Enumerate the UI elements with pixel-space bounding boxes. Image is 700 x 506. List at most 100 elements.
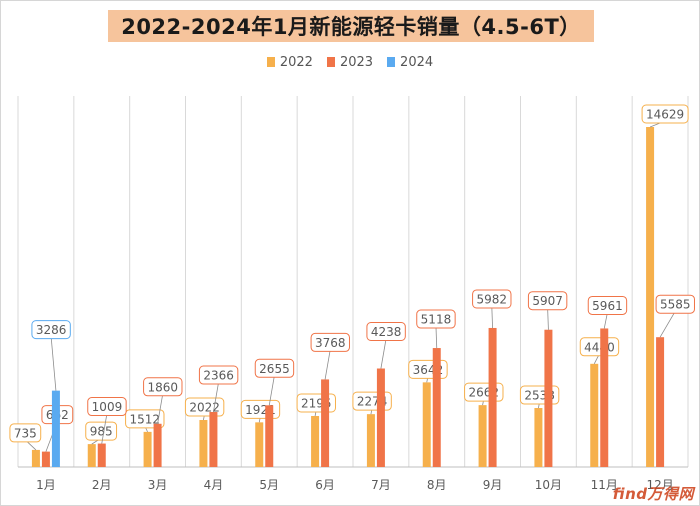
bar-2022-11 — [590, 363, 599, 467]
label-leader — [50, 336, 57, 391]
bar-2023-7 — [376, 368, 385, 467]
data-label-2023-6: 3768 — [315, 336, 346, 350]
chart-legend: 2022 2023 2024 — [0, 52, 700, 72]
data-label-2022-4: 2022 — [189, 401, 220, 415]
label-leader — [157, 393, 164, 424]
legend-item-2022: 2022 — [266, 54, 313, 70]
bar-2022-9 — [478, 405, 487, 467]
data-label-box — [587, 295, 628, 315]
data-label-box — [641, 104, 689, 124]
label-leader — [213, 381, 220, 413]
data-label-2022-2: 985 — [90, 425, 113, 439]
x-tick-label: 9月 — [483, 478, 503, 492]
data-label-box — [143, 377, 183, 397]
bar-2022-2 — [87, 444, 96, 467]
bar-2023-6 — [321, 379, 330, 467]
label-leader — [435, 326, 438, 349]
data-label-box — [579, 337, 620, 357]
bar-2023-2 — [97, 443, 106, 467]
bar-2023-9 — [488, 327, 497, 467]
data-label-box — [655, 294, 695, 314]
data-label-2023-2: 1009 — [92, 400, 123, 414]
legend-swatch-2022 — [266, 57, 275, 67]
data-label-2022-11: 4440 — [584, 340, 615, 354]
bar-2022-4 — [199, 420, 208, 467]
bar-2022-6 — [311, 415, 320, 467]
data-label-box — [416, 309, 456, 329]
bar-2022-10 — [534, 408, 543, 467]
data-label-2023-3: 1860 — [148, 380, 179, 394]
label-leader — [659, 310, 676, 338]
x-tick-label: 5月 — [259, 478, 279, 492]
label-leader — [268, 375, 275, 406]
label-leader — [491, 305, 493, 328]
data-label-2022-1: 735 — [14, 426, 37, 440]
label-leader — [380, 338, 387, 369]
bar-2023-12 — [656, 337, 665, 467]
data-label-box — [125, 409, 165, 429]
legend-label-2023: 2023 — [339, 54, 374, 70]
x-tick-label: 4月 — [204, 478, 224, 492]
data-label-box — [85, 421, 118, 441]
data-label-2023-12: 5585 — [660, 298, 691, 312]
legend-swatch-2023 — [326, 57, 335, 67]
data-label-2024-1: 3286 — [36, 323, 67, 337]
bar-2022-1 — [31, 449, 40, 467]
x-tick-label: 3月 — [148, 478, 168, 492]
legend-swatch-2024 — [387, 57, 396, 67]
data-label-box — [184, 397, 225, 417]
bar-2023-8 — [432, 348, 441, 467]
data-label-box — [310, 332, 350, 352]
bar-2023-11 — [600, 328, 609, 467]
bar-2023-10 — [544, 329, 553, 467]
data-label-2023-9: 5982 — [477, 292, 508, 306]
bar-2023-4 — [209, 412, 218, 467]
data-label-box — [254, 358, 295, 378]
bar-2023-1 — [41, 451, 50, 467]
label-leader — [101, 413, 108, 444]
x-tick-label: 10月 — [535, 478, 562, 492]
data-label-2023-5: 2655 — [259, 362, 290, 376]
x-tick-label: 2月 — [92, 478, 112, 492]
data-label-box — [198, 365, 239, 385]
legend-item-2024: 2024 — [387, 55, 433, 70]
x-tick-label: 7月 — [371, 478, 391, 492]
x-tick-label: 11月 — [591, 478, 618, 492]
x-tick-label: 1月 — [36, 478, 56, 492]
legend-item-2023: 2023 — [326, 54, 374, 70]
label-leader — [324, 349, 331, 380]
data-label-box — [472, 289, 512, 309]
legend-label-2022: 2022 — [279, 54, 313, 70]
bar-2022-12 — [646, 127, 655, 467]
data-label-box — [31, 320, 71, 340]
data-label-2023-8: 5118 — [421, 313, 452, 327]
x-tick-label: 12月 — [646, 478, 673, 492]
bar-2023-5 — [265, 405, 274, 467]
bar-2022-8 — [422, 382, 431, 467]
bar-2022-7 — [366, 414, 375, 467]
data-label-2022-12: 14629 — [646, 108, 684, 122]
data-label-box — [87, 397, 127, 417]
data-label-2022-3: 1512 — [130, 412, 161, 426]
legend-label-2024: 2024 — [400, 54, 434, 70]
label-leader — [603, 312, 608, 329]
bar-2022-5 — [255, 422, 264, 467]
label-leader — [547, 307, 549, 330]
bar-2024-1 — [51, 390, 60, 467]
data-label-2023-10: 5907 — [532, 294, 563, 308]
data-label-2023-7: 4238 — [371, 325, 402, 339]
bar-2022-3 — [143, 431, 152, 467]
data-label-box — [366, 322, 406, 342]
bar-2023-3 — [153, 423, 162, 467]
data-label-box — [9, 423, 42, 443]
x-tick-label: 8月 — [427, 478, 447, 492]
data-label-box — [527, 291, 568, 311]
watermark-logo: ﬁnd万得网 — [612, 485, 694, 503]
data-label-2023-4: 2366 — [203, 369, 234, 383]
x-tick-label: 6月 — [315, 478, 335, 492]
data-label-2023-11: 5961 — [592, 299, 623, 313]
chart-title: 2022-2024年1月新能源轻卡销量（4.5-6T） — [121, 15, 581, 39]
chart-title-box: 2022-2024年1月新能源轻卡销量（4.5-6T） — [108, 10, 594, 42]
